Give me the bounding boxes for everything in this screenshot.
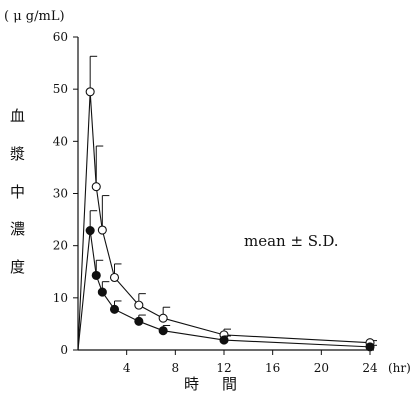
y-tick-label: 20 xyxy=(53,239,68,253)
x-axis-label-char: 時 xyxy=(184,375,199,393)
y-tick-label: 0 xyxy=(60,343,68,357)
mean-sd-annotation: mean ± S.D. xyxy=(244,232,339,250)
y-axis-label-char: 度 xyxy=(10,258,25,276)
data-point xyxy=(85,225,95,236)
data-point xyxy=(91,270,101,280)
data-point xyxy=(219,335,229,345)
y-tick-label: 40 xyxy=(53,134,68,148)
data-point xyxy=(97,287,107,297)
data-point xyxy=(134,300,144,310)
x-axis-label: 時 間 xyxy=(184,375,237,393)
series-line xyxy=(77,91,371,351)
y-axis-label-char: 漿 xyxy=(10,145,25,163)
data-point xyxy=(109,304,120,314)
data-point xyxy=(85,87,95,97)
data-point xyxy=(109,272,120,283)
x-unit-label: (hr) xyxy=(388,361,411,375)
series-filled-circle xyxy=(77,210,377,352)
x-tick-label: 16 xyxy=(265,361,280,375)
x-tick-label: 20 xyxy=(314,361,329,375)
y-axis-label-char: 中 xyxy=(10,183,25,201)
x-tick-label: 12 xyxy=(216,361,231,375)
y-axis-label-char: 濃 xyxy=(10,220,25,238)
y-axis-label: 血 漿 中 濃 度 xyxy=(10,107,25,276)
x-axis-label-char: 間 xyxy=(222,375,237,393)
y-unit-label: ( μ g/mL) xyxy=(4,9,65,24)
x-tick-label: 4 xyxy=(123,361,131,375)
y-axis-label-char: 血 xyxy=(10,107,25,125)
data-point xyxy=(158,326,168,336)
x-tick-label: 8 xyxy=(172,361,180,375)
y-tick-label: 50 xyxy=(53,82,68,96)
data-point xyxy=(91,182,101,192)
series-open-circle xyxy=(77,55,377,351)
x-tick-label: 24 xyxy=(362,361,378,375)
y-tick-label: 60 xyxy=(53,30,68,44)
y-tick-label: 30 xyxy=(53,187,68,201)
data-point xyxy=(365,342,375,352)
data-point xyxy=(97,225,107,235)
data-point xyxy=(158,313,168,323)
y-tick-label: 10 xyxy=(53,291,68,305)
data-point xyxy=(134,316,144,326)
